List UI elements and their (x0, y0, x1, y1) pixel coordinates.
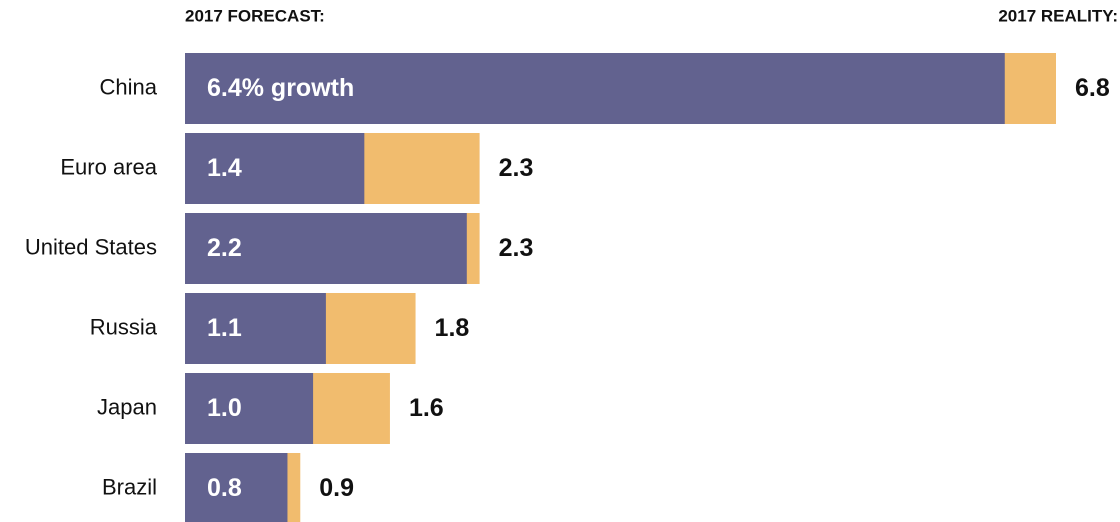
category-label: United States (25, 234, 157, 259)
category-label: China (100, 74, 158, 99)
forecast-label: 2.2 (207, 234, 242, 262)
forecast-label: 0.8 (207, 474, 242, 502)
forecast-label: 1.1 (207, 314, 242, 342)
forecast-bar (185, 213, 467, 284)
reality-label: 1.8 (435, 314, 470, 342)
reality-header: 2017 REALITY: (998, 6, 1118, 25)
category-label: Russia (90, 314, 158, 339)
category-label: Brazil (102, 474, 157, 499)
forecast-bar (185, 53, 1005, 124)
category-label: Euro area (60, 154, 157, 179)
forecast-bar (185, 373, 314, 444)
category-label: Japan (97, 394, 157, 419)
forecast-bar (185, 453, 288, 522)
reality-label: 1.6 (409, 394, 444, 422)
forecast-label: 1.0 (207, 394, 242, 422)
forecast-label: 1.4 (207, 154, 242, 182)
reality-label: 0.9 (319, 474, 354, 502)
forecast-bar (185, 293, 326, 364)
forecast-header: 2017 FORECAST: (185, 6, 325, 25)
forecast-bar (185, 133, 365, 204)
reality-label: 2.3 (499, 154, 534, 182)
forecast-label: 6.4% growth (207, 74, 354, 102)
reality-label: 6.8 (1075, 74, 1110, 102)
reality-label: 2.3 (499, 234, 534, 262)
